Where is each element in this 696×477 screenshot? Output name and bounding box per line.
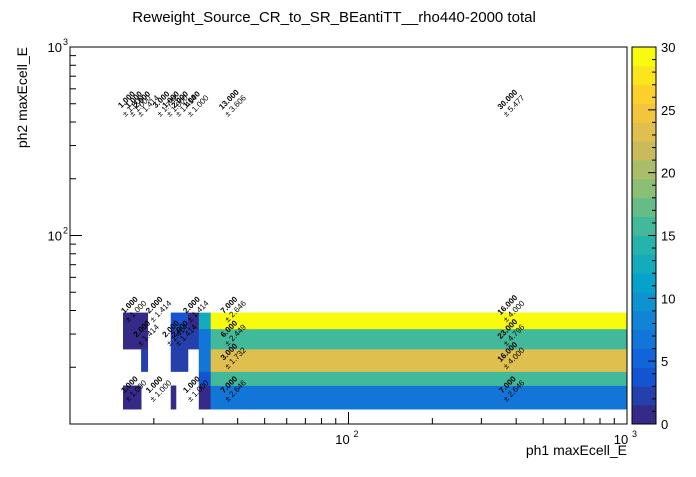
- x-axis-label: ph1 maxEcell_E: [526, 442, 627, 458]
- heatmap-cell: [141, 348, 149, 372]
- colorbar-segment: [632, 84, 656, 104]
- heatmap-cell: [170, 348, 177, 372]
- colorbar-tick-label: 30: [661, 40, 675, 55]
- heatmap-cell: [123, 328, 142, 350]
- colorbar-segment: [632, 141, 656, 161]
- colorbar-segment: [632, 65, 656, 86]
- heatmap-cell: [175, 312, 189, 330]
- heatmap-cell: [251, 385, 628, 410]
- heatmap-cell: [141, 312, 149, 330]
- heatmap-cell: [170, 385, 177, 410]
- colorbar-tick-label: 25: [661, 103, 675, 118]
- x-tick-label: 10: [614, 432, 628, 447]
- heatmap-cell: [210, 371, 253, 386]
- colorbar-segment: [632, 405, 656, 425]
- colorbar-segment: [632, 254, 656, 274]
- chart-title: Reweight_Source_CR_to_SR_BEantiTT__rho44…: [132, 9, 536, 26]
- heatmap-cell: [210, 348, 253, 372]
- cell-label: 13.000± 3.606: [217, 87, 248, 118]
- heatmap-cell: [198, 371, 212, 386]
- colorbar-tick-label: 20: [661, 166, 675, 181]
- colorbar: 0 5 10 15 20 25 30: [631, 40, 675, 432]
- heatmap-cell: [251, 348, 628, 372]
- heatmap-cell: [170, 312, 177, 330]
- cell-label: 1.000± 1.000: [144, 374, 174, 404]
- x-tick-exponent: 2: [354, 429, 359, 439]
- heatmap-cell: [187, 312, 200, 330]
- heatmap-cell: [251, 312, 628, 330]
- colorbar-segment: [632, 47, 656, 67]
- heatmap-cell: [251, 371, 628, 386]
- heatmap-cell: [175, 348, 189, 372]
- axes: 10 2 10 310 210 3: [48, 37, 637, 447]
- y-tick-exponent: 3: [63, 37, 68, 47]
- heatmap-cells: [123, 312, 628, 410]
- y-tick-label: 10: [48, 40, 62, 55]
- colorbar-segment: [632, 292, 656, 312]
- colorbar-segment: [632, 235, 656, 255]
- heatmap-cell: [198, 312, 212, 330]
- colorbar-segment: [632, 367, 656, 387]
- heatmap-cell: [175, 328, 189, 350]
- heatmap-cell: [198, 328, 212, 350]
- colorbar-segment: [632, 103, 656, 123]
- heatmap-cell: [187, 328, 200, 350]
- y-tick-label: 10: [48, 229, 62, 244]
- heatmap-cell: [123, 385, 142, 410]
- cell-label: 30.000± 5.477: [496, 87, 527, 118]
- colorbar-segment: [632, 178, 656, 199]
- colorbar-tick-label: 0: [661, 417, 668, 432]
- heatmap-cell: [251, 328, 628, 350]
- colorbar-segment: [632, 160, 656, 180]
- colorbar-segment: [632, 273, 656, 293]
- heatmap-cell: [141, 328, 149, 350]
- heatmap-cell: [198, 385, 212, 410]
- colorbar-segment: [632, 216, 656, 236]
- x-tick-exponent: 3: [632, 429, 637, 439]
- y-axis-label: ph2 maxEcell_E: [14, 47, 30, 148]
- heatmap-cell: [198, 348, 212, 372]
- colorbar-tick-label: 10: [661, 291, 675, 306]
- heatmap-cell: [123, 312, 142, 330]
- heatmap-cell: [210, 328, 253, 350]
- x-tick-label: 10: [335, 432, 349, 447]
- heatmap-cell: [170, 328, 177, 350]
- colorbar-segment: [632, 386, 656, 406]
- colorbar-segment: [632, 310, 656, 331]
- y-tick-exponent: 2: [63, 226, 68, 236]
- colorbar-segment: [632, 329, 656, 349]
- heatmap-cell: [210, 312, 253, 330]
- colorbar-segment: [632, 197, 656, 218]
- colorbar-tick-label: 5: [661, 354, 668, 369]
- colorbar-segment: [632, 348, 656, 368]
- heatmap-cell: [210, 385, 253, 410]
- colorbar-tick-label: 15: [661, 229, 675, 244]
- colorbar-segment: [632, 122, 656, 142]
